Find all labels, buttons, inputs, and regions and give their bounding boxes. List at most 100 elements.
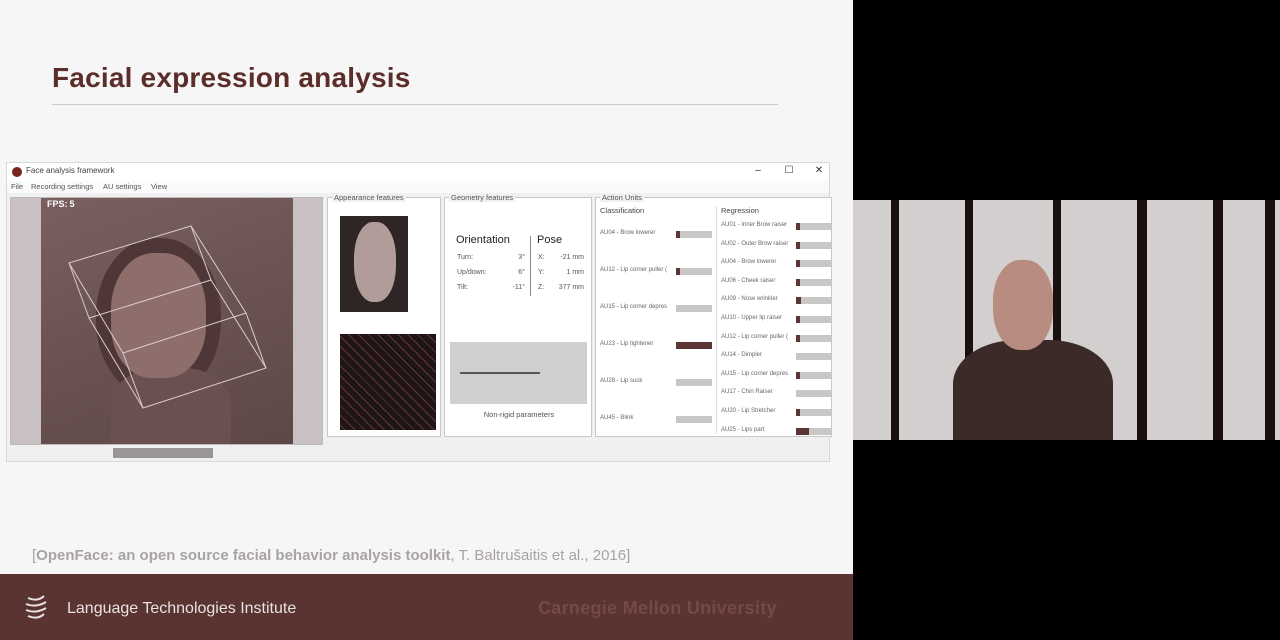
orientation-label: Turn:	[457, 254, 474, 261]
aligned-face-image	[340, 216, 408, 312]
action-units-label: Action Units	[600, 193, 645, 202]
webcam-background	[1137, 200, 1147, 440]
appearance-features-panel: Appearance features	[327, 193, 441, 437]
au-label: AU12 - Lip corner puller (	[600, 267, 668, 273]
non-rigid-parameters-line	[460, 372, 540, 374]
classification-heading: Classification	[600, 206, 645, 215]
geometry-features-label: Geometry features	[449, 193, 516, 202]
au-label: AU04 - Brow lowerer	[600, 230, 656, 236]
app-icon	[12, 167, 22, 177]
slide-title: Facial expression analysis	[52, 62, 411, 93]
au-bar	[796, 316, 832, 323]
fps-value: 5	[69, 199, 75, 209]
webcam-background	[891, 200, 899, 440]
au-row: AU28 - Lip suck	[600, 378, 712, 387]
au-label: AU06 - Cheek raiser	[721, 277, 776, 284]
au-row: AU12 - Lip corner puller (	[600, 267, 712, 276]
au-row: AU09 - Nose wrinkler	[721, 296, 832, 305]
app-menubar: File Recording settings AU settings View	[7, 181, 829, 193]
title-divider	[52, 104, 778, 105]
au-row: AU45 - Blink	[600, 415, 712, 424]
footer-university: Carnegie Mellon University	[538, 598, 777, 618]
au-bar	[796, 334, 832, 342]
pose-value: -21 mm	[560, 254, 584, 261]
au-bar	[796, 241, 832, 249]
video-panel: FPS: 5	[10, 197, 323, 445]
pose-value: 1 mm	[566, 269, 585, 276]
pose-value: 377 mm	[558, 284, 584, 291]
non-rigid-parameters-plot	[450, 342, 587, 404]
video-feed: FPS: 5	[41, 198, 293, 444]
au-bar	[676, 416, 712, 423]
head-pose-box	[68, 225, 267, 409]
subject-neck	[111, 368, 231, 444]
pose-label: Y:	[538, 269, 545, 276]
pose-label: X:	[538, 254, 545, 261]
presenter-face	[993, 260, 1053, 350]
au-bar-fill	[796, 334, 800, 342]
au-label: AU15 - Lip corner depres	[600, 304, 668, 310]
action-units-panel: Action Units Classification Regression A…	[595, 193, 832, 437]
app-titlebar: Face analysis framework – ☐ ✕	[7, 163, 829, 181]
au-bar-fill	[676, 342, 712, 349]
subject-face	[111, 253, 206, 378]
pose-title: Pose	[537, 234, 563, 246]
au-label: AU23 - Lip tightener	[600, 341, 654, 347]
slide-footer: Language Technologies Institute Carnegie…	[0, 574, 853, 640]
au-row: AU17 - Chin Raiser	[721, 389, 832, 398]
orientation-value: -11°	[512, 284, 525, 291]
au-row: AU06 - Cheek raiser	[721, 278, 832, 287]
au-label: AU14 - Dimpler	[721, 352, 763, 359]
regression-heading: Regression	[721, 206, 759, 215]
citation-open: [	[32, 547, 37, 564]
au-bar	[796, 223, 832, 230]
webcam-background	[965, 200, 973, 440]
au-bar	[676, 268, 712, 275]
au-bar-fill	[676, 268, 680, 275]
au-label: AU02 - Outer Brow raiser	[721, 240, 789, 247]
au-row: AU15 - Lip corner depres	[721, 371, 832, 380]
aligned-face-shape	[354, 222, 396, 302]
au-bar	[796, 390, 832, 398]
menu-au-settings[interactable]: AU settings	[103, 182, 142, 191]
minimize-button[interactable]: –	[755, 165, 761, 176]
au-label: AU28 - Lip suck	[600, 378, 643, 384]
citation: [OpenFace: an open source facial behavio…	[32, 547, 630, 564]
geometry-divider	[530, 236, 531, 296]
au-row: AU23 - Lip tightener	[600, 341, 712, 350]
menu-view[interactable]: View	[151, 182, 168, 191]
au-bar	[796, 260, 832, 268]
menu-file[interactable]: File	[11, 182, 24, 191]
presenter-webcam	[853, 200, 1280, 440]
au-label: AU01 - Inner Brow raiser	[721, 222, 788, 228]
webcam-background	[1213, 200, 1223, 440]
orientation-label: Up/down:	[457, 269, 487, 276]
orientation-value: 6°	[518, 269, 525, 276]
au-row: AU14 - Dimpler	[721, 352, 832, 361]
au-label: AU12 - Lip corner puller (	[721, 333, 789, 340]
au-label: AU25 - Lips part	[721, 426, 765, 433]
video-controls-bar[interactable]	[113, 448, 213, 458]
orientation-title: Orientation	[456, 234, 510, 246]
au-bar-fill	[796, 241, 800, 249]
au-row: AU12 - Lip corner puller (	[721, 334, 832, 343]
webcam-background	[1053, 200, 1061, 440]
au-bar-fill	[796, 297, 801, 305]
maximize-button[interactable]: ☐	[784, 165, 794, 176]
app-title: Face analysis framework	[26, 166, 115, 175]
au-label: AU10 - Upper lip raiser	[721, 315, 783, 321]
au-divider	[716, 206, 717, 434]
fps-readout: FPS: 5	[45, 199, 75, 209]
menu-recording-settings[interactable]: Recording settings	[31, 182, 94, 191]
au-bar-fill	[796, 316, 800, 323]
au-label: AU15 - Lip corner depres	[721, 370, 789, 377]
au-bar-fill	[796, 260, 800, 268]
au-bar-fill	[796, 223, 800, 230]
au-label: AU17 - Chin Raiser	[721, 389, 773, 396]
fps-label: FPS:	[47, 199, 68, 209]
au-bar	[676, 305, 712, 312]
close-button[interactable]: ✕	[814, 165, 824, 176]
au-bar-fill	[796, 371, 800, 379]
webcam-background	[1265, 200, 1275, 440]
appearance-features-label: Appearance features	[332, 193, 406, 202]
